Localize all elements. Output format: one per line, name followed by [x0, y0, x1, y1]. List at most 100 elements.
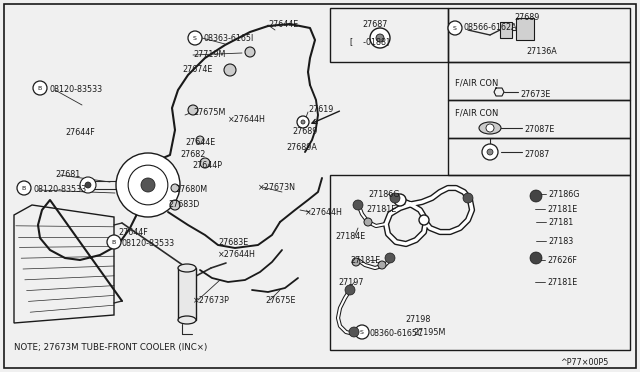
- Text: 27681: 27681: [55, 170, 80, 179]
- Text: S: S: [360, 330, 364, 334]
- Text: 27683D: 27683D: [168, 200, 200, 209]
- Text: ^P77×00P5: ^P77×00P5: [560, 358, 609, 367]
- Text: [    -0188]: [ -0188]: [350, 37, 389, 46]
- Circle shape: [390, 193, 400, 203]
- Circle shape: [301, 120, 305, 124]
- Text: 27719M: 27719M: [193, 50, 225, 59]
- Circle shape: [116, 153, 180, 217]
- Text: F/AIR CON: F/AIR CON: [455, 78, 499, 87]
- Circle shape: [297, 116, 309, 128]
- Bar: [500, 22, 512, 38]
- Circle shape: [487, 149, 493, 155]
- Text: 08120-83533: 08120-83533: [50, 85, 103, 94]
- Circle shape: [352, 258, 360, 266]
- Circle shape: [419, 215, 429, 225]
- Text: 27689: 27689: [514, 13, 540, 22]
- Text: ×27644H: ×27644H: [228, 115, 266, 124]
- Ellipse shape: [479, 122, 501, 134]
- Text: 08120-83533: 08120-83533: [122, 239, 175, 248]
- Circle shape: [224, 64, 236, 76]
- Text: S: S: [193, 35, 197, 41]
- Circle shape: [141, 178, 155, 192]
- Circle shape: [200, 158, 210, 168]
- Text: 27644F: 27644F: [65, 128, 95, 137]
- Circle shape: [128, 165, 168, 205]
- Text: ×27673P: ×27673P: [193, 296, 230, 305]
- Circle shape: [196, 136, 204, 144]
- Bar: [448, 138, 630, 175]
- Circle shape: [394, 194, 406, 206]
- Text: 27186G: 27186G: [548, 190, 579, 199]
- Circle shape: [353, 200, 363, 210]
- Text: 27680M: 27680M: [175, 185, 207, 194]
- Circle shape: [378, 261, 386, 269]
- Text: 27674E: 27674E: [182, 65, 212, 74]
- Circle shape: [107, 235, 121, 249]
- Bar: [178, 268, 196, 320]
- Text: 27687: 27687: [362, 20, 387, 29]
- Bar: [448, 100, 630, 138]
- Circle shape: [188, 31, 202, 45]
- Text: 08360-6165C: 08360-6165C: [370, 329, 424, 338]
- Bar: [448, 8, 630, 62]
- Text: 27644F: 27644F: [118, 228, 148, 237]
- Text: 27683E: 27683E: [218, 238, 248, 247]
- Text: 27673E: 27673E: [520, 90, 550, 99]
- Text: 27181E: 27181E: [547, 205, 577, 214]
- Text: 27644E: 27644E: [268, 20, 298, 29]
- Text: 27682: 27682: [180, 150, 205, 159]
- Text: 27181E: 27181E: [547, 278, 577, 287]
- Text: 27619: 27619: [308, 105, 333, 114]
- Text: 27197: 27197: [338, 278, 364, 287]
- Text: 27181: 27181: [548, 218, 573, 227]
- Text: B: B: [22, 186, 26, 190]
- Text: 27689A: 27689A: [286, 143, 317, 152]
- Text: 27087: 27087: [524, 150, 549, 159]
- Text: ×27644H: ×27644H: [218, 250, 256, 259]
- Text: 27087E: 27087E: [524, 125, 554, 134]
- Circle shape: [530, 252, 542, 264]
- Circle shape: [345, 285, 355, 295]
- Text: 08120-83533: 08120-83533: [33, 185, 86, 194]
- Circle shape: [463, 193, 473, 203]
- Circle shape: [33, 81, 47, 95]
- Text: B: B: [38, 86, 42, 90]
- Circle shape: [355, 325, 369, 339]
- Circle shape: [448, 21, 462, 35]
- Text: 27181E: 27181E: [350, 256, 380, 265]
- Circle shape: [482, 144, 498, 160]
- Text: 27644E: 27644E: [185, 138, 215, 147]
- Ellipse shape: [178, 316, 196, 324]
- Circle shape: [17, 181, 31, 195]
- Text: ×27644H: ×27644H: [305, 208, 343, 217]
- Circle shape: [364, 218, 372, 226]
- Circle shape: [370, 28, 390, 48]
- Bar: [330, 8, 448, 62]
- Text: 27184E: 27184E: [335, 232, 365, 241]
- Text: S: S: [453, 26, 457, 31]
- Circle shape: [530, 190, 542, 202]
- Text: 27136A: 27136A: [526, 47, 557, 56]
- Text: ×27673N: ×27673N: [258, 183, 296, 192]
- Text: 27626F: 27626F: [547, 256, 577, 265]
- Circle shape: [188, 105, 198, 115]
- Text: F/AIR CON: F/AIR CON: [455, 108, 499, 117]
- Circle shape: [385, 253, 395, 263]
- Ellipse shape: [178, 264, 196, 272]
- Text: NOTE; 27673M TUBE-FRONT COOLER (INC×): NOTE; 27673M TUBE-FRONT COOLER (INC×): [14, 343, 207, 352]
- Text: 27195M: 27195M: [413, 328, 445, 337]
- Circle shape: [85, 182, 91, 188]
- Circle shape: [80, 177, 96, 193]
- Text: B: B: [112, 240, 116, 244]
- Circle shape: [349, 327, 359, 337]
- Text: 27198: 27198: [405, 315, 430, 324]
- Bar: [448, 62, 630, 100]
- Circle shape: [171, 184, 179, 192]
- Text: 27675E: 27675E: [265, 296, 296, 305]
- Circle shape: [376, 34, 384, 42]
- Text: 27186G: 27186G: [368, 190, 399, 199]
- Text: 08363-6165I: 08363-6165I: [203, 34, 253, 43]
- Text: 27644P: 27644P: [192, 161, 222, 170]
- Text: 27183: 27183: [548, 237, 573, 246]
- Text: 08566-6162A: 08566-6162A: [463, 23, 516, 32]
